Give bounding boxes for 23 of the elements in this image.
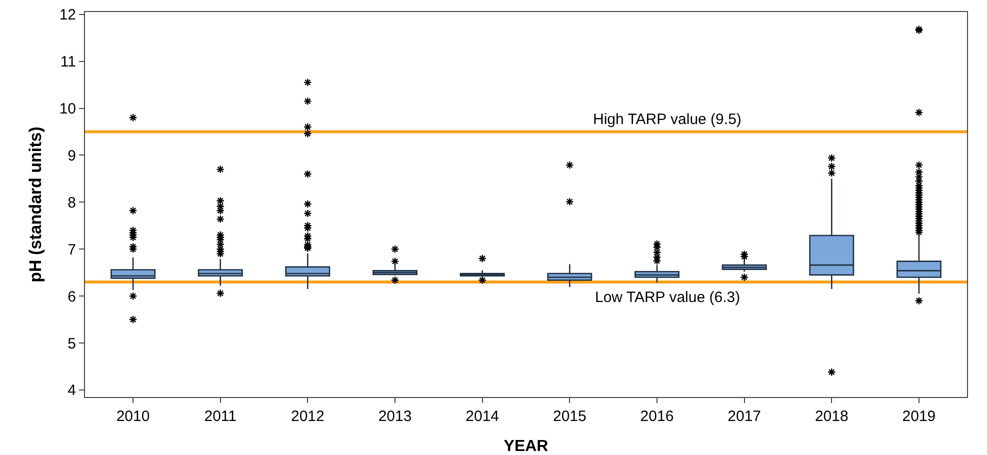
x-tick-label: 2014 — [466, 408, 500, 425]
x-tick-label: 2019 — [902, 408, 936, 425]
x-tick-label: 2017 — [728, 408, 762, 425]
x-axis-title: YEAR — [504, 438, 549, 455]
ref-line-label: High TARP value (9.5) — [593, 111, 742, 128]
y-tick-label: 7 — [68, 241, 76, 258]
x-tick-label: 2011 — [204, 408, 236, 425]
ref-line-label: Low TARP value (6.3) — [595, 289, 740, 306]
y-tick-label: 6 — [68, 288, 76, 306]
x-tick-label: 2012 — [290, 408, 324, 425]
y-tick-label: 10 — [59, 100, 76, 118]
y-tick-label: 11 — [60, 54, 76, 71]
y-tick-label: 9 — [68, 147, 76, 164]
x-tick-label: 2016 — [640, 408, 674, 425]
y-tick-label: 12 — [59, 6, 76, 24]
x-tick-label: 2015 — [552, 408, 586, 425]
x-tick-label: 2018 — [814, 408, 848, 425]
y-tick-label: 8 — [68, 194, 76, 212]
y-axis-title: pH (standard units) — [26, 126, 45, 282]
y-tick-label: 5 — [68, 335, 76, 352]
x-tick-label: 2010 — [116, 408, 150, 425]
x-tick-label: 2013 — [378, 408, 412, 425]
y-tick-label: 4 — [68, 382, 76, 400]
